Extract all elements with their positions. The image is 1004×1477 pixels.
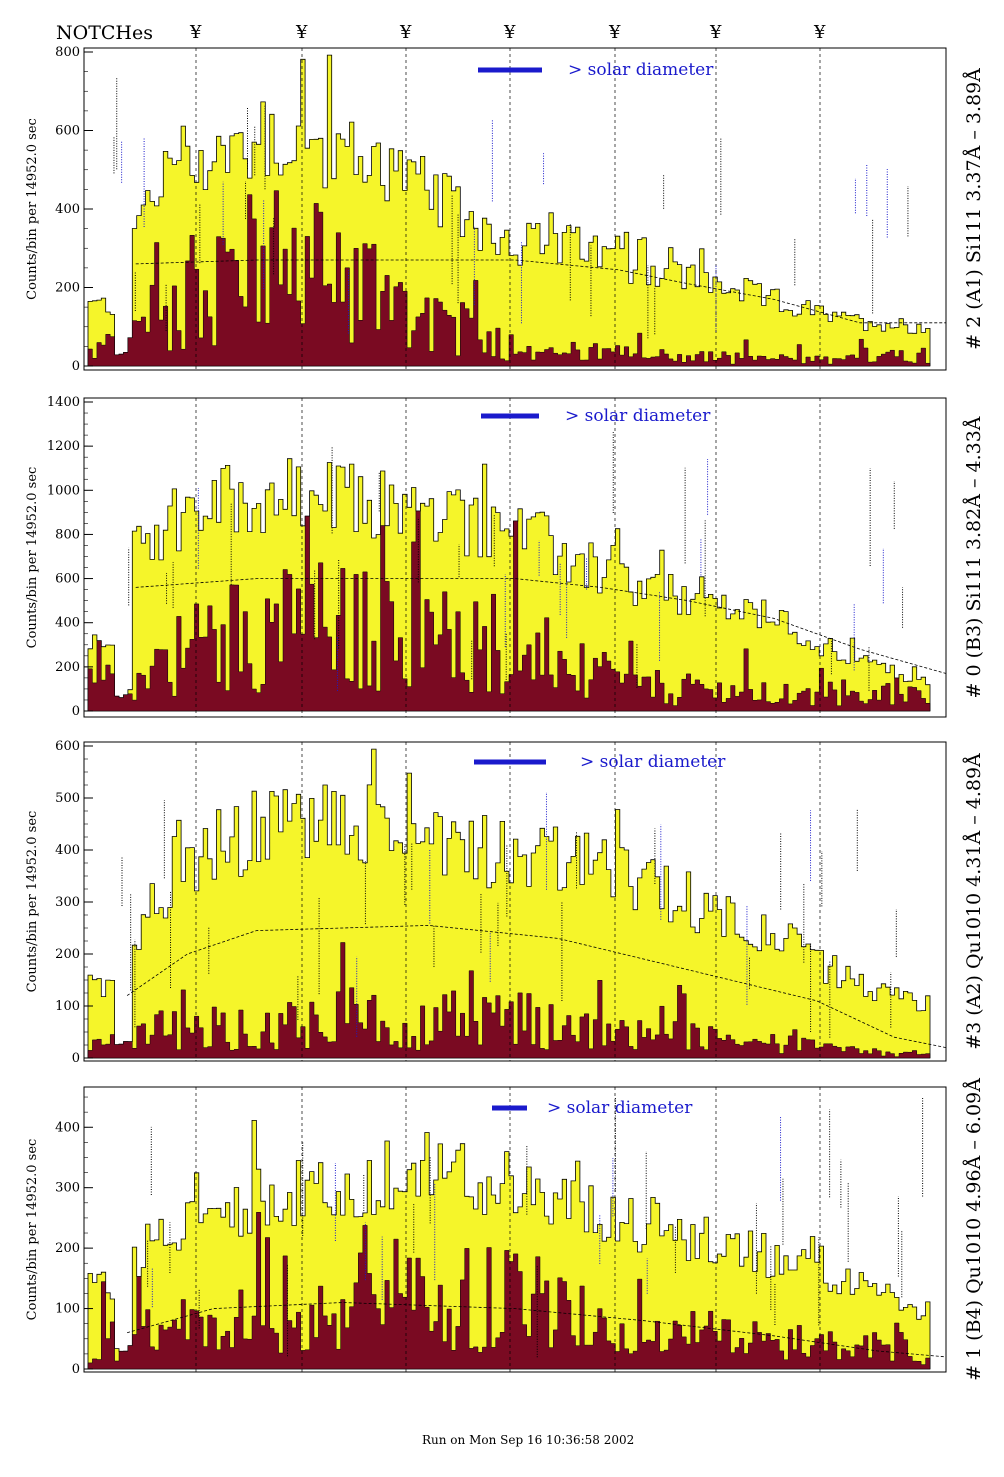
yellow-histogram (87, 54, 931, 367)
chart-panel-3: 0 100 200 300 400 500 600 Counts/bin per 14952.… (25, 739, 985, 1066)
y-tick-label: 1000 (47, 483, 80, 498)
y-tick-label: 800 (55, 527, 80, 542)
panel-side-label: # 0 (B3) Si111 3.82Å – 4.33Å (963, 416, 985, 698)
chart-panel-2: 0 200 400 600 800 1000 1200 1400 Counts/bin per … (25, 395, 985, 719)
y-tick-label: 1400 (47, 395, 80, 410)
solar-diameter-label: > solar diameter (547, 1098, 693, 1118)
y-tick-label: 0 (72, 1362, 80, 1377)
yellow-histogram (87, 1120, 931, 1370)
maroon-histogram (87, 510, 931, 712)
line-id-annotations (113, 76, 909, 339)
solar-diameter-label: > solar diameter (568, 60, 714, 80)
y-tick-label: 300 (55, 1181, 80, 1196)
y-axis-label: Counts/bin per 14952.0 sec (25, 118, 40, 300)
notch-glyph-4: ¥ (503, 22, 516, 43)
line-id-annotations (121, 792, 897, 1038)
y-tick-label: 200 (55, 947, 80, 962)
model-curve (135, 578, 947, 674)
y-tick-label: 500 (55, 791, 80, 806)
line-id-annotations (147, 1097, 924, 1358)
y-tick-label: 400 (55, 843, 80, 858)
y-tick-label: 600 (55, 739, 80, 754)
y-axis-label: Counts/bin per 14952.0 sec (25, 467, 40, 649)
y-tick-label: 1200 (47, 439, 80, 454)
notches-label: NOTCHes (56, 22, 153, 44)
chart-panel-4: 0 100 200 300 400 Counts/bin per 14952.0 sec #… (25, 1078, 985, 1381)
notch-glyph-6: ¥ (709, 22, 722, 43)
notch-glyph-3: ¥ (399, 22, 412, 43)
y-tick-label: 400 (55, 1120, 80, 1135)
notch-glyph-2: ¥ (295, 22, 308, 43)
y-tick-label: 200 (55, 281, 80, 296)
y-tick-label: 0 (72, 1051, 80, 1066)
y-tick-label: 800 (55, 45, 80, 60)
solar-diameter-label: > solar diameter (580, 752, 726, 772)
run-footer: Run on Mon Sep 16 10:36:58 2002 (422, 1433, 634, 1447)
panel-side-label: # 1 (B4) Qu1010 4.96Å – 6.09Å (963, 1078, 985, 1381)
notch-glyph-1: ¥ (189, 22, 202, 43)
y-tick-label: 200 (55, 660, 80, 675)
maroon-histogram (87, 190, 931, 367)
solar-diameter-label: > solar diameter (565, 406, 711, 426)
model-curve (135, 259, 946, 324)
chart-panel-1: 0 200 400 600 800 Counts/bin per 14952.0 sec #… (25, 45, 985, 374)
maroon-histogram (87, 942, 931, 1059)
yellow-histogram (87, 748, 931, 1059)
y-tick-label: 100 (55, 999, 80, 1014)
maroon-histogram (87, 1212, 931, 1370)
panel-side-label: # 2 (A1) Si111 3.37Å – 3.89Å (963, 68, 985, 350)
panels-group: 0 200 400 600 800 Counts/bin per 14952.0 sec #… (25, 45, 985, 1381)
panel-side-label: #3 (A2) Qu1010 4.31Å – 4.89Å (963, 753, 985, 1050)
line-id-annotations (128, 432, 904, 691)
y-axis-label: Counts/bin per 14952.0 sec (25, 811, 40, 993)
y-tick-label: 600 (55, 572, 80, 587)
notch-glyph-7: ¥ (813, 22, 826, 43)
y-tick-label: 0 (72, 704, 80, 719)
y-tick-label: 600 (55, 124, 80, 139)
model-curve (126, 1302, 947, 1358)
y-tick-label: 100 (55, 1302, 80, 1317)
y-tick-label: 300 (55, 895, 80, 910)
notch-markers: ¥ ¥ ¥ ¥ ¥ ¥ ¥ (189, 22, 826, 43)
y-axis-label: Counts/bin per 14952.0 sec (25, 1139, 40, 1321)
notch-glyph-5: ¥ (608, 22, 621, 43)
y-tick-label: 200 (55, 1241, 80, 1256)
y-tick-label: 400 (55, 202, 80, 217)
y-tick-label: 400 (55, 616, 80, 631)
y-tick-label: 0 (72, 359, 80, 374)
model-curve (126, 924, 947, 1048)
